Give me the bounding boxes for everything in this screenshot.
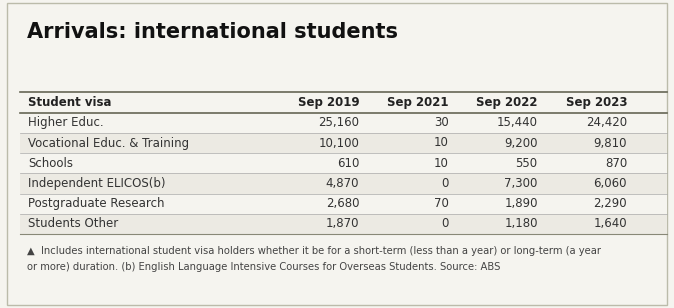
Text: 6,060: 6,060 <box>594 177 627 190</box>
Text: 15,440: 15,440 <box>497 116 538 129</box>
Text: 2,680: 2,680 <box>326 197 359 210</box>
Text: Students Other: Students Other <box>28 217 119 230</box>
Text: 10,100: 10,100 <box>318 136 359 149</box>
Text: 10: 10 <box>433 157 448 170</box>
Text: Vocational Educ. & Training: Vocational Educ. & Training <box>28 136 189 149</box>
Text: Independent ELICOS(b): Independent ELICOS(b) <box>28 177 166 190</box>
Text: 10: 10 <box>433 136 448 149</box>
Text: 24,420: 24,420 <box>586 116 627 129</box>
Text: Higher Educ.: Higher Educ. <box>28 116 104 129</box>
Text: 1,890: 1,890 <box>504 197 538 210</box>
Text: 550: 550 <box>516 157 538 170</box>
Text: 0: 0 <box>441 177 448 190</box>
Text: 4,870: 4,870 <box>326 177 359 190</box>
FancyBboxPatch shape <box>7 3 667 305</box>
Bar <box>20 133 667 153</box>
Text: 9,810: 9,810 <box>594 136 627 149</box>
Text: 1,870: 1,870 <box>326 217 359 230</box>
Text: Arrivals: international students: Arrivals: international students <box>27 22 398 42</box>
Text: Student visa: Student visa <box>28 96 112 109</box>
Bar <box>20 173 667 194</box>
Bar <box>20 194 667 214</box>
Text: Sep 2019: Sep 2019 <box>297 96 359 109</box>
Text: 610: 610 <box>337 157 359 170</box>
Text: 7,300: 7,300 <box>504 177 538 190</box>
Text: 0: 0 <box>441 217 448 230</box>
Text: 2,290: 2,290 <box>593 197 627 210</box>
Text: Schools: Schools <box>28 157 73 170</box>
Text: ▲  Includes international student visa holders whether it be for a short-term (l: ▲ Includes international student visa ho… <box>27 246 601 272</box>
Text: 870: 870 <box>605 157 627 170</box>
Bar <box>20 113 667 133</box>
Bar <box>20 214 667 234</box>
Text: 1,640: 1,640 <box>593 217 627 230</box>
Bar <box>20 153 667 173</box>
Text: 9,200: 9,200 <box>504 136 538 149</box>
Text: Sep 2022: Sep 2022 <box>477 96 538 109</box>
Text: Sep 2021: Sep 2021 <box>387 96 448 109</box>
Text: 30: 30 <box>433 116 448 129</box>
Text: 70: 70 <box>433 197 448 210</box>
Text: Sep 2023: Sep 2023 <box>565 96 627 109</box>
Text: Postgraduate Research: Postgraduate Research <box>28 197 165 210</box>
Text: 1,180: 1,180 <box>504 217 538 230</box>
Text: 25,160: 25,160 <box>318 116 359 129</box>
